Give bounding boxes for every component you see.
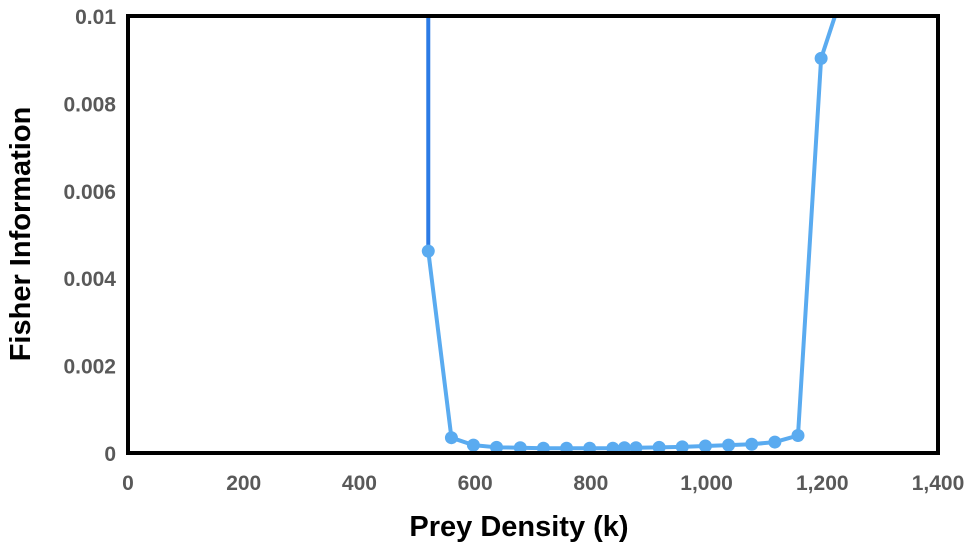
y-tick-label: 0.004 xyxy=(63,268,116,291)
data-point xyxy=(444,431,458,445)
x-tick-label: 1,400 xyxy=(912,472,965,495)
x-tick-label: 1,200 xyxy=(796,472,849,495)
x-tick-label: 600 xyxy=(458,472,493,495)
x-tick-label: 800 xyxy=(573,472,608,495)
y-tick-label: 0.008 xyxy=(63,93,116,116)
plot-frame xyxy=(126,14,940,455)
x-tick-label: 1,000 xyxy=(680,472,733,495)
y-tick-label: 0.002 xyxy=(63,356,116,379)
y-tick-label: 0.006 xyxy=(63,181,116,204)
data-point xyxy=(675,440,689,454)
y-tick-label: 0 xyxy=(104,443,116,466)
data-point xyxy=(745,437,759,451)
x-tick-label: 200 xyxy=(226,472,261,495)
data-point xyxy=(768,435,782,449)
data-point xyxy=(652,440,666,454)
y-axis-title: Fisher Information xyxy=(5,107,37,362)
data-point xyxy=(466,438,480,452)
data-point xyxy=(722,438,736,452)
data-point xyxy=(421,244,435,258)
y-tick-label: 0.01 xyxy=(75,6,116,29)
data-point xyxy=(490,440,504,454)
series-line xyxy=(426,15,837,451)
data-point xyxy=(814,51,828,65)
x-axis-title: Prey Density (k) xyxy=(409,511,628,543)
x-tick-label: 400 xyxy=(342,472,377,495)
x-tick-label: 0 xyxy=(122,472,134,495)
data-point xyxy=(698,439,712,453)
x-axis-tick-labels: 0 200 400 600 800 1,000 1,200 1,400 xyxy=(122,472,964,495)
plot-layer xyxy=(421,15,837,455)
y-axis-tick-labels: 0 0.002 0.004 0.006 0.008 0.01 xyxy=(63,6,116,466)
data-point xyxy=(791,429,805,443)
